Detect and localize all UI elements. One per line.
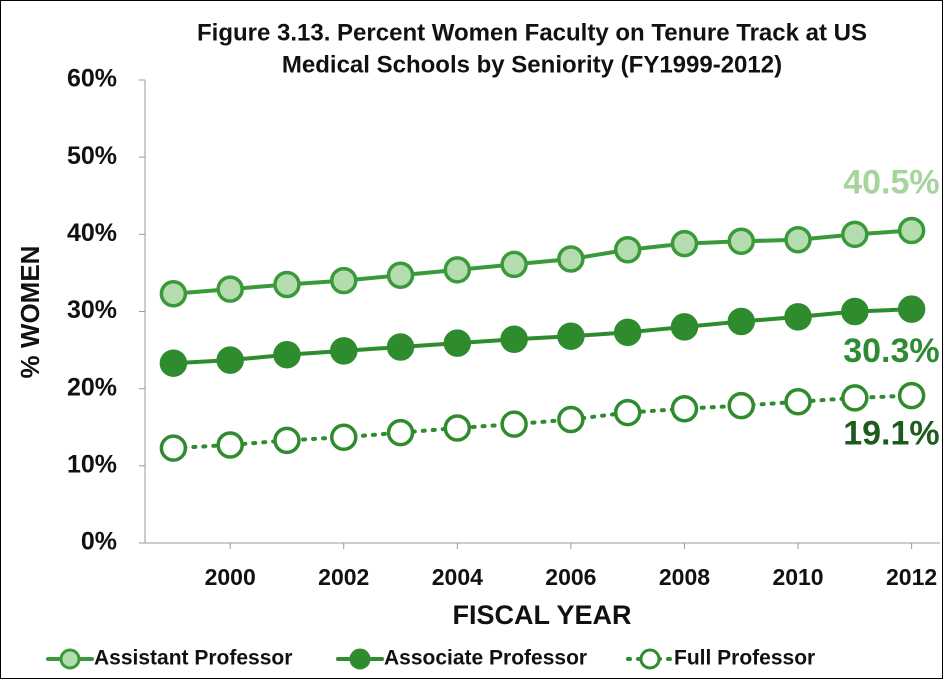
point <box>784 388 812 416</box>
x-tick-label: 2006 <box>545 564 596 590</box>
legend-marker <box>349 648 371 670</box>
value-label: 40.5% <box>843 163 939 201</box>
point <box>330 266 358 295</box>
point <box>330 337 358 365</box>
y-tick-label: 20% <box>67 373 117 401</box>
x-axis-label: FISCAL YEAR <box>452 600 631 630</box>
point <box>216 431 244 459</box>
point <box>273 270 301 299</box>
point <box>897 295 926 323</box>
point <box>613 236 642 264</box>
y-tick-label: 10% <box>67 450 117 478</box>
y-tick-label: 40% <box>67 219 117 247</box>
y-tick-label: 0% <box>81 528 117 556</box>
point <box>784 225 812 254</box>
x-tick-label: 2000 <box>205 564 256 590</box>
point <box>557 405 585 434</box>
point <box>216 346 244 374</box>
x-tick-label: 2004 <box>432 564 483 590</box>
legend-label: Full Professor <box>674 647 815 670</box>
x-tick-label: 2002 <box>318 564 369 590</box>
point <box>557 245 585 273</box>
chart-title: Figure 3.13. Percent Women Faculty on Te… <box>197 19 867 46</box>
point <box>897 216 926 245</box>
point <box>273 340 301 369</box>
x-tick-label: 2008 <box>659 564 710 590</box>
point <box>613 398 642 427</box>
value-label: 19.1% <box>843 415 939 453</box>
point <box>841 220 869 249</box>
point <box>727 227 755 256</box>
legend-label: Assistant Professor <box>94 647 292 670</box>
y-tick-label: 60% <box>67 65 117 93</box>
x-tick-label: 2010 <box>772 564 823 590</box>
legend-marker <box>639 648 661 670</box>
point <box>727 391 755 420</box>
point <box>386 333 415 361</box>
point <box>159 349 188 377</box>
point <box>897 381 926 410</box>
point <box>670 313 699 341</box>
point <box>841 297 869 326</box>
point <box>159 434 188 462</box>
point <box>613 318 642 347</box>
value-label: 30.3% <box>843 332 939 370</box>
point <box>841 384 869 412</box>
point <box>386 261 415 289</box>
point <box>443 256 472 284</box>
point <box>557 322 585 350</box>
point <box>216 275 244 303</box>
point <box>727 307 755 336</box>
point <box>386 418 415 447</box>
point <box>670 394 699 423</box>
y-tick-label: 50% <box>67 142 117 170</box>
chart-title: Medical Schools by Seniority (FY1999-201… <box>282 51 782 78</box>
point <box>159 280 188 308</box>
legend-label: Associate Professor <box>384 647 587 670</box>
point <box>500 410 528 438</box>
legend-marker <box>59 648 81 670</box>
point <box>500 325 528 354</box>
y-axis-label: % WOMEN <box>15 246 45 379</box>
point <box>330 423 358 452</box>
y-tick-label: 30% <box>67 296 117 324</box>
point <box>273 426 301 455</box>
point <box>443 329 472 357</box>
point <box>784 303 812 331</box>
point <box>443 414 472 442</box>
x-tick-label: 2012 <box>886 564 937 590</box>
point <box>670 229 699 258</box>
point <box>500 250 528 279</box>
